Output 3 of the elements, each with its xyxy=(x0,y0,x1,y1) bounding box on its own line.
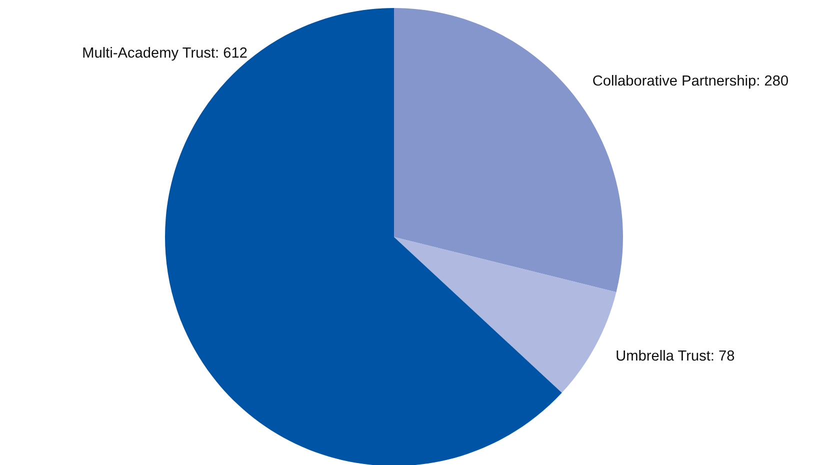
slice-label: Collaborative Partnership: 280 xyxy=(593,74,788,89)
slice-label: Umbrella Trust: 78 xyxy=(616,350,734,361)
slice-label: Multi-Academy Trust: 612 xyxy=(83,47,247,61)
